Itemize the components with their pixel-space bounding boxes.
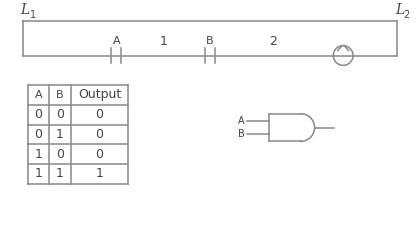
Text: 1: 1 — [96, 167, 103, 180]
Text: L: L — [396, 3, 405, 17]
Text: 1: 1 — [56, 128, 64, 141]
Text: 0: 0 — [34, 108, 42, 121]
Text: A: A — [113, 36, 120, 46]
Text: 1: 1 — [34, 148, 42, 161]
Text: 0: 0 — [56, 148, 64, 161]
Text: 2: 2 — [269, 35, 277, 48]
Text: B: B — [206, 36, 214, 46]
Text: 2: 2 — [403, 10, 410, 20]
Text: 0: 0 — [95, 128, 103, 141]
Text: B: B — [56, 90, 64, 100]
Text: 1: 1 — [34, 167, 42, 180]
Text: A: A — [34, 90, 42, 100]
Text: 0: 0 — [95, 148, 103, 161]
Text: 1: 1 — [159, 35, 167, 48]
Text: Output: Output — [78, 89, 121, 101]
Text: 1: 1 — [29, 10, 36, 20]
Text: A: A — [238, 116, 244, 126]
Text: 0: 0 — [34, 128, 42, 141]
Text: 0: 0 — [56, 108, 64, 121]
Text: L: L — [21, 3, 30, 17]
Text: 1: 1 — [56, 167, 64, 180]
Text: B: B — [238, 129, 244, 139]
Text: 0: 0 — [95, 108, 103, 121]
